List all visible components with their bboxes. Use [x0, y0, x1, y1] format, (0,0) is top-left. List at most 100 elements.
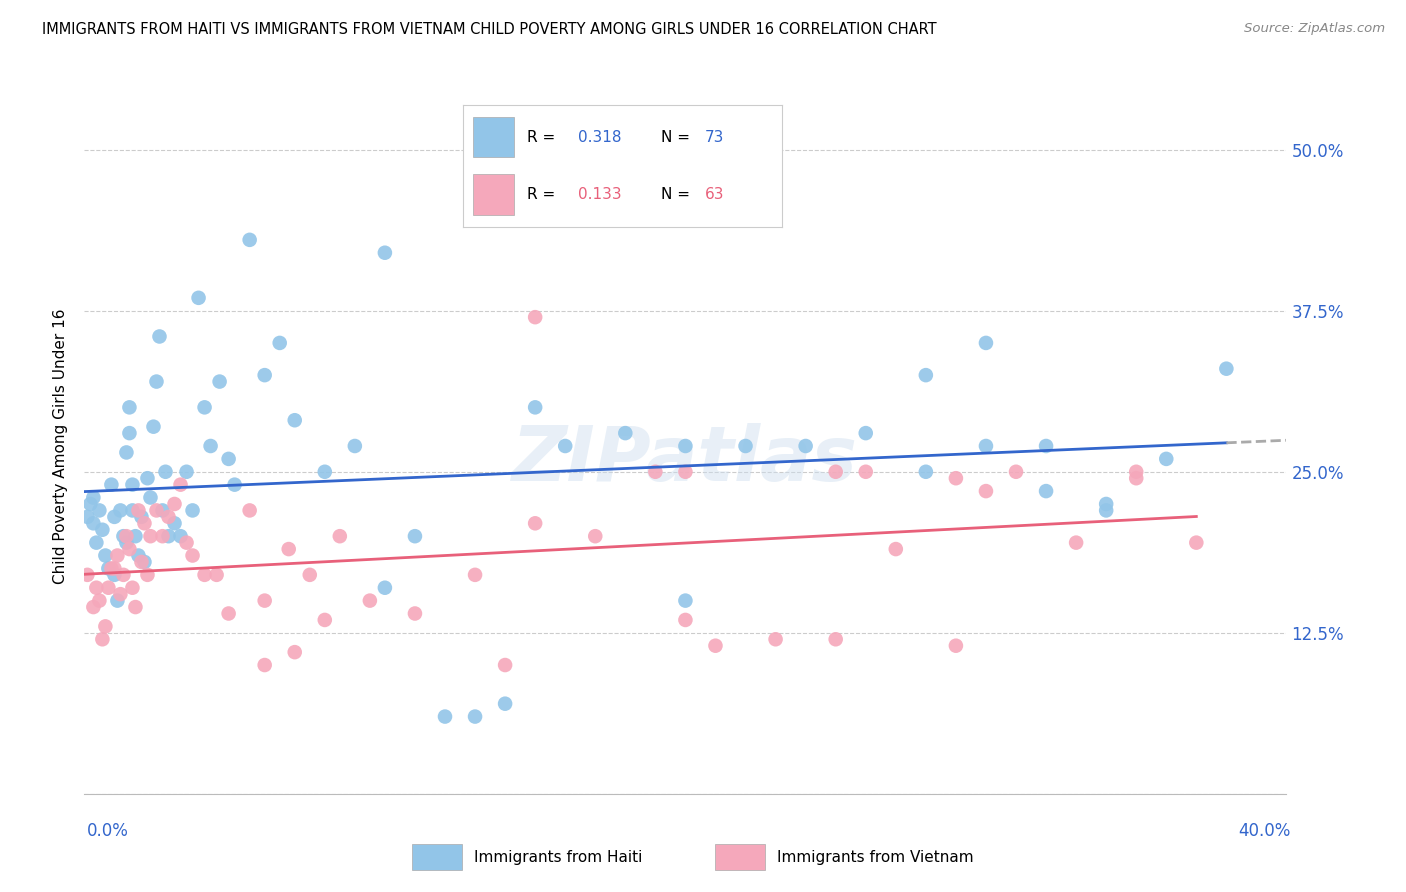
Point	[89, 503, 111, 517]
Text: Source: ZipAtlas.com: Source: ZipAtlas.com	[1244, 22, 1385, 36]
Point	[94, 549, 117, 563]
Point	[112, 567, 135, 582]
Point	[253, 658, 276, 673]
Point	[142, 419, 165, 434]
Point	[194, 567, 217, 582]
Point	[464, 709, 486, 723]
Point	[974, 335, 997, 350]
Point	[945, 471, 967, 485]
Point	[1095, 497, 1118, 511]
Point	[404, 607, 426, 621]
Point	[464, 567, 486, 582]
Point	[131, 509, 153, 524]
Text: IMMIGRANTS FROM HAITI VS IMMIGRANTS FROM VIETNAM CHILD POVERTY AMONG GIRLS UNDER: IMMIGRANTS FROM HAITI VS IMMIGRANTS FROM…	[42, 22, 936, 37]
Point	[82, 516, 104, 531]
Y-axis label: Child Poverty Among Girls Under 16: Child Poverty Among Girls Under 16	[53, 309, 69, 583]
Point	[855, 465, 877, 479]
Point	[155, 465, 177, 479]
Point	[614, 426, 637, 441]
Point	[1185, 535, 1208, 549]
Point	[152, 529, 174, 543]
Point	[1156, 451, 1178, 466]
Point	[139, 529, 162, 543]
Point	[127, 549, 149, 563]
Point	[124, 529, 146, 543]
Point	[524, 310, 547, 325]
Point	[124, 600, 146, 615]
Point	[314, 613, 336, 627]
Point	[359, 593, 381, 607]
Point	[374, 245, 396, 260]
Point	[1064, 535, 1087, 549]
Point	[494, 658, 516, 673]
Point	[277, 542, 299, 557]
Point	[1215, 361, 1237, 376]
Point	[91, 632, 114, 647]
Point	[112, 529, 135, 543]
Point	[94, 619, 117, 633]
Point	[734, 439, 756, 453]
Point	[118, 401, 141, 415]
Point	[121, 581, 143, 595]
Point	[239, 233, 262, 247]
Point	[644, 465, 666, 479]
Point	[176, 465, 198, 479]
Point	[115, 535, 138, 549]
Text: Immigrants from Vietnam: Immigrants from Vietnam	[778, 850, 974, 864]
Point	[145, 503, 167, 517]
Point	[152, 503, 174, 517]
Point	[115, 445, 138, 459]
Point	[169, 477, 191, 491]
Point	[157, 509, 180, 524]
Point	[284, 413, 307, 427]
Point	[1035, 484, 1057, 499]
Point	[1035, 439, 1057, 453]
Point	[704, 639, 727, 653]
Point	[524, 516, 547, 531]
Point	[115, 529, 138, 543]
Bar	[716, 844, 765, 871]
Point	[945, 639, 967, 653]
Point	[824, 632, 846, 647]
Point	[675, 593, 697, 607]
Point	[314, 465, 336, 479]
Point	[187, 291, 209, 305]
Point	[131, 555, 153, 569]
Point	[110, 587, 132, 601]
Point	[76, 567, 98, 582]
Point	[269, 335, 291, 350]
Point	[675, 613, 697, 627]
Point	[103, 509, 125, 524]
Point	[82, 491, 104, 505]
Point	[915, 368, 938, 383]
Point	[148, 329, 170, 343]
Point	[181, 549, 204, 563]
Point	[169, 529, 191, 543]
Point	[208, 375, 231, 389]
Point	[915, 465, 938, 479]
Point	[329, 529, 352, 543]
Point	[110, 503, 132, 517]
Point	[89, 593, 111, 607]
Point	[404, 529, 426, 543]
Point	[118, 542, 141, 557]
Point	[97, 581, 120, 595]
Point	[218, 451, 240, 466]
Point	[434, 709, 457, 723]
Point	[136, 471, 159, 485]
Point	[1125, 465, 1147, 479]
Point	[224, 477, 246, 491]
Point	[157, 529, 180, 543]
Point	[1005, 465, 1028, 479]
Point	[100, 477, 122, 491]
Point	[1125, 471, 1147, 485]
Point	[107, 549, 129, 563]
Point	[139, 491, 162, 505]
Point	[855, 426, 877, 441]
Point	[121, 503, 143, 517]
Point	[86, 535, 108, 549]
Point	[118, 426, 141, 441]
Point	[675, 465, 697, 479]
Point	[103, 567, 125, 582]
Point	[794, 439, 817, 453]
